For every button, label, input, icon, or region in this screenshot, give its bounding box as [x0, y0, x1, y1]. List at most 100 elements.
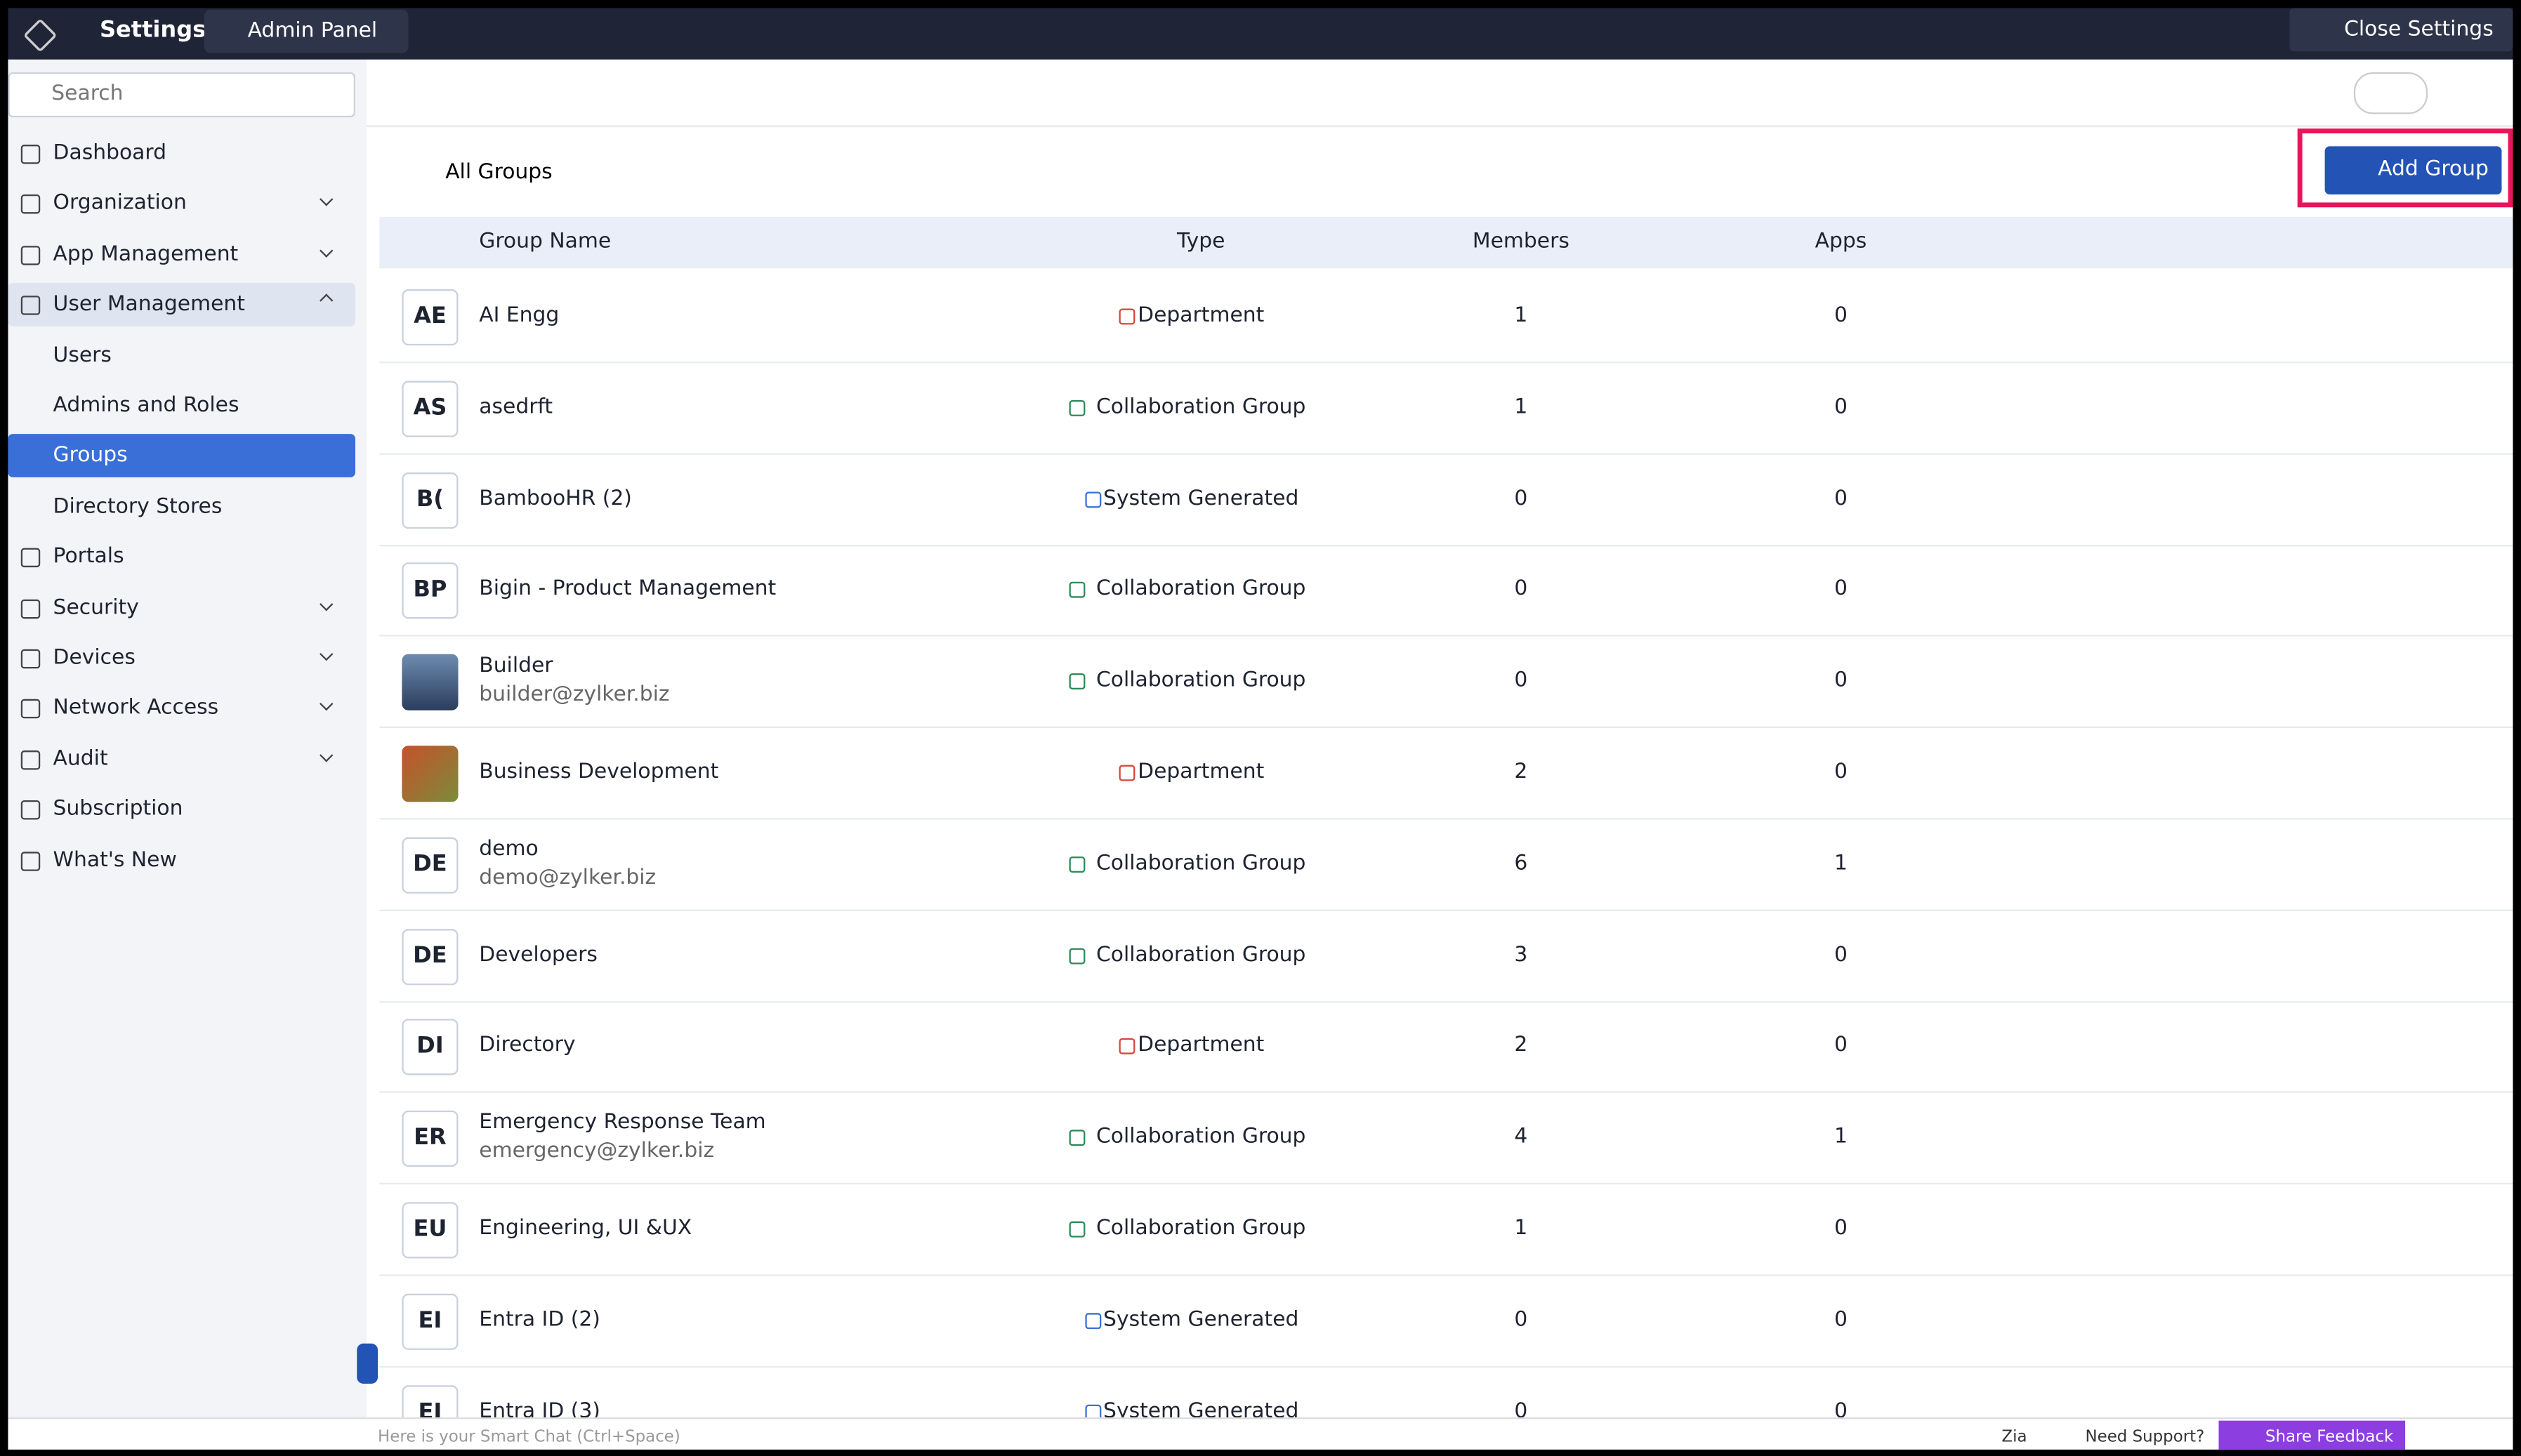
group-filter[interactable]: All Groups: [445, 160, 553, 185]
chevron: [320, 748, 334, 762]
table-row[interactable]: BP Bigin - Product Management Collaboratio…: [379, 545, 2513, 637]
collapse-sidebar[interactable]: [357, 1343, 379, 1384]
search-placeholder: Search: [51, 81, 124, 107]
chevron: [320, 647, 334, 661]
table-row[interactable]: ER Emergency Response Team emergency@zylke…: [379, 1093, 2513, 1185]
table-row[interactable]: DE Developers Collaboration Group 3 0: [379, 911, 2513, 1002]
type-cell: Collaboration Group: [1096, 942, 1306, 967]
group-name: Emergency Response Team: [479, 1111, 766, 1135]
members-cell: 2: [1514, 1033, 1528, 1059]
nav-item[interactable]: App Management: [8, 232, 355, 276]
members-cell: 0: [1514, 577, 1528, 602]
type-cell: Collaboration Group: [1096, 668, 1306, 694]
type-cell: Collaboration Group: [1096, 851, 1306, 876]
search-box[interactable]: Search: [8, 72, 355, 118]
members-cell: 0: [1514, 1398, 1528, 1418]
type-cell: System Generated: [1103, 486, 1299, 511]
add-group-button[interactable]: Add Group: [2324, 146, 2502, 194]
nav-item[interactable]: Devices: [8, 637, 355, 680]
nav-icon: [20, 194, 41, 215]
members-cell: 6: [1514, 851, 1528, 876]
nav-item[interactable]: Subscription: [8, 788, 355, 831]
zia[interactable]: Zia: [2001, 1429, 2027, 1447]
members-cell: 0: [1514, 1307, 1528, 1332]
nav-icon: [20, 548, 41, 568]
status-button[interactable]: [2353, 72, 2428, 114]
apps-cell: 0: [1834, 486, 1848, 511]
nav-item[interactable]: Admins and Roles: [8, 384, 355, 428]
type-cell: Collaboration Group: [1096, 577, 1306, 602]
type-cell: System Generated: [1103, 1398, 1299, 1418]
nav-label: Devices: [53, 646, 136, 670]
nav-item[interactable]: Network Access: [8, 687, 355, 730]
nav-item[interactable]: Organization: [8, 183, 355, 226]
apps-cell: 0: [1834, 942, 1848, 967]
add-group-label: Add Group: [2378, 157, 2489, 182]
nav-item[interactable]: Security: [8, 586, 355, 630]
table-row[interactable]: AS asedrft Collaboration Group 1 0: [379, 363, 2513, 455]
column-header: Type: [1177, 230, 1225, 254]
type-icon: [1068, 673, 1085, 690]
footer: Here is your Smart Chat (Ctrl+Space) Zia…: [8, 1417, 2513, 1450]
table-row[interactable]: Builder builder@zylker.biz Collaboration G…: [379, 637, 2513, 729]
members-cell: 0: [1514, 668, 1528, 694]
table-row[interactable]: Business Development Department 2 0: [379, 728, 2513, 820]
apps-cell: 0: [1834, 760, 1848, 785]
members-cell: 4: [1514, 1125, 1528, 1150]
feedback-label: Share Feedback: [2265, 1429, 2394, 1447]
nav-icon: [20, 296, 41, 316]
members-cell: 1: [1514, 395, 1528, 420]
support[interactable]: Need Support?: [2085, 1429, 2205, 1447]
nav-item[interactable]: Dashboard: [8, 132, 355, 176]
group-name: Bigin - Product Management: [479, 577, 777, 602]
nav-label: Subscription: [53, 797, 183, 822]
nav-icon: [20, 750, 41, 770]
highlight: [2297, 128, 2513, 208]
chevron: [320, 243, 334, 258]
close-settings[interactable]: Close Settings: [2289, 8, 2513, 52]
type-icon: [1085, 491, 1102, 508]
nav-icon: [20, 699, 41, 720]
smart-chat[interactable]: Here is your Smart Chat (Ctrl+Space): [378, 1429, 680, 1447]
avatar: AE: [402, 289, 459, 346]
nav-label: Portals: [53, 545, 124, 569]
nav-item[interactable]: Users: [8, 333, 355, 377]
table-row[interactable]: AE AI Engg Department 1 0: [379, 272, 2513, 364]
type-cell: Department: [1138, 760, 1265, 785]
group-name: Builder: [479, 654, 553, 679]
table-row[interactable]: DI Directory Department 2 0: [379, 1002, 2513, 1094]
panel-label: Admin Panel: [247, 19, 378, 44]
chevron: [320, 597, 334, 611]
type-icon: [1068, 947, 1085, 964]
members-cell: 2: [1514, 760, 1528, 785]
nav-item[interactable]: User Management: [8, 283, 355, 327]
type-icon: [1085, 1403, 1102, 1418]
table-row[interactable]: EI Entra ID (2) System Generated 0 0: [379, 1276, 2513, 1368]
close-label: Close Settings: [2344, 18, 2494, 42]
type-icon: [1119, 308, 1136, 325]
type-icon: [1119, 1038, 1136, 1055]
apps-cell: 1: [1834, 1125, 1848, 1150]
nav-label: Dashboard: [53, 141, 167, 166]
nav-icon: [20, 649, 41, 669]
table-row[interactable]: B(BambooHR (2) System Generated 0 0: [379, 454, 2513, 546]
table-row[interactable]: EU Engineering, UI &UX Collaboration Group…: [379, 1184, 2513, 1276]
group-name: asedrft: [479, 395, 553, 420]
top-bar: Settings Admin Panel Close Settings: [8, 8, 2513, 60]
group-name: Entra ID (3): [479, 1398, 600, 1418]
apps-cell: 1: [1834, 851, 1848, 876]
type-icon: [1119, 765, 1136, 781]
table-row[interactable]: EI Entra ID (3) System Generated 0 0: [379, 1367, 2513, 1418]
nav-item[interactable]: Directory Stores: [8, 485, 355, 529]
feedback-button[interactable]: Share Feedback: [2218, 1420, 2406, 1450]
nav-item[interactable]: What's New: [8, 838, 355, 882]
nav-item[interactable]: Audit: [8, 737, 355, 781]
nav-item[interactable]: Groups: [8, 434, 355, 478]
apps-cell: 0: [1834, 577, 1848, 602]
table-row[interactable]: DE demo demo@zylker.biz Collaboration Group…: [379, 819, 2513, 911]
group-email: builder@zylker.biz: [479, 683, 670, 708]
nav-item[interactable]: Portals: [8, 536, 355, 579]
nav-label: Audit: [53, 747, 108, 772]
panel-switch[interactable]: Admin Panel: [204, 9, 409, 53]
